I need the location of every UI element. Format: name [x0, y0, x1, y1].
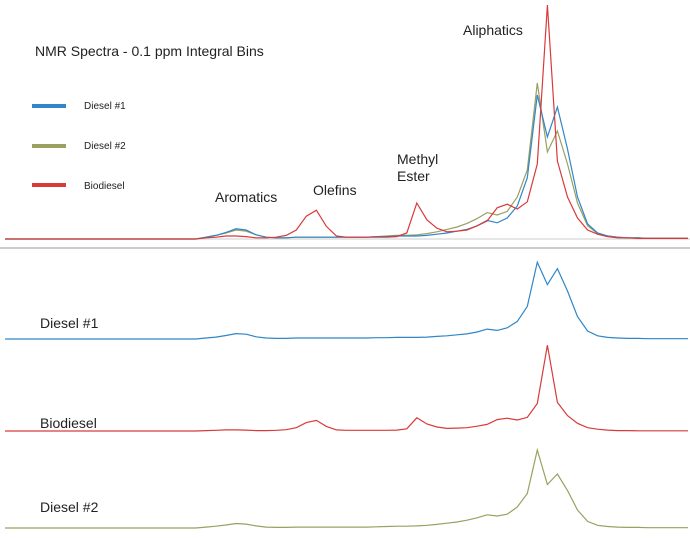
annotation-aliphatics: Aliphatics [463, 22, 523, 38]
panel-line-diesel-2 [5, 447, 688, 529]
annotation-aromatics: Aromatics [215, 189, 277, 205]
annotation-olefins: Olefins [313, 182, 357, 198]
chart-title: NMR Spectra - 0.1 ppm Integral Bins [35, 43, 264, 59]
panel-line-diesel-1 [5, 260, 688, 340]
annotation-ester: Ester [397, 168, 430, 184]
legend: Diesel #1 Diesel #2 Biodiesel [32, 101, 126, 192]
panel-label-diesel-1: Diesel #1 [40, 315, 99, 331]
panel-biodiesel: Biodiesel [5, 345, 688, 432]
legend-label-diesel-1: Diesel #1 [84, 101, 126, 112]
panel-label-biodiesel: Biodiesel [40, 415, 97, 431]
panel-diesel-1: Diesel #1 [5, 260, 688, 340]
legend-label-biodiesel: Biodiesel [84, 181, 125, 192]
overlay-line-diesel-1 [5, 94, 688, 240]
overlay-plot [5, 4, 690, 240]
panel-label-diesel-2: Diesel #2 [40, 499, 99, 515]
panel-diesel-2: Diesel #2 [5, 447, 688, 529]
legend-label-diesel-2: Diesel #2 [84, 141, 126, 152]
annotation-methyl: Methyl [397, 151, 438, 167]
overlay-line-biodiesel [5, 4, 688, 240]
panel-line-biodiesel [5, 345, 688, 432]
